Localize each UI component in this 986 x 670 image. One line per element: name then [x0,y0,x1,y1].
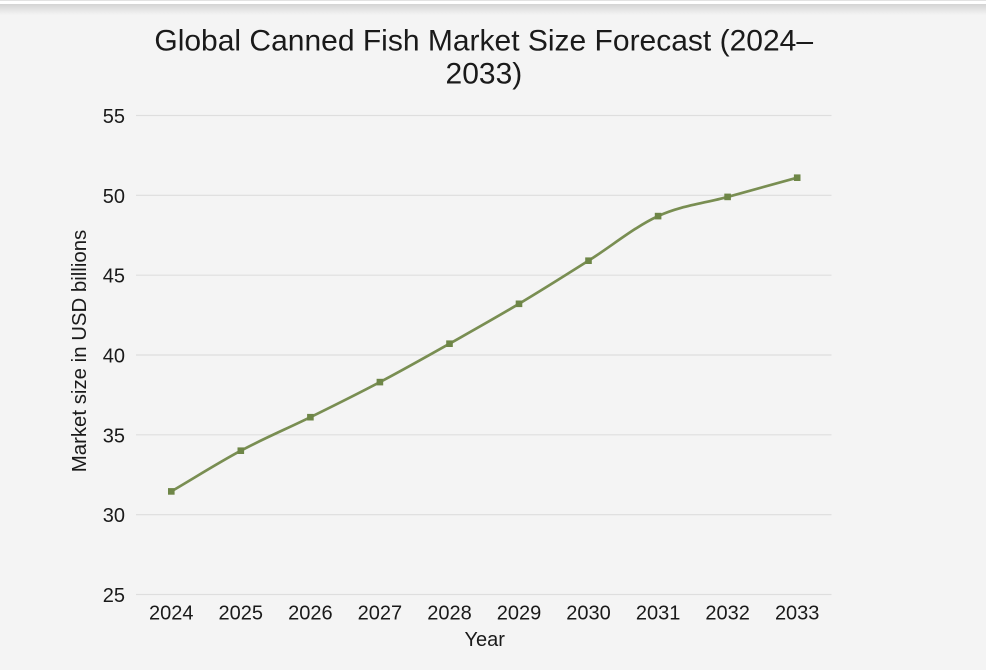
svg-text:Market size in USD billions: Market size in USD billions [69,230,91,473]
svg-text:2029: 2029 [497,603,542,625]
svg-text:2031: 2031 [636,603,681,625]
svg-text:25: 25 [103,585,125,607]
svg-text:2027: 2027 [358,603,403,625]
svg-text:2028: 2028 [427,603,472,625]
svg-text:50: 50 [103,186,125,208]
svg-text:2030: 2030 [566,603,611,625]
svg-text:30: 30 [103,505,125,527]
svg-text:2033: 2033 [775,603,820,625]
svg-text:45: 45 [103,266,125,288]
svg-text:2024: 2024 [149,603,194,625]
svg-text:2026: 2026 [288,603,333,625]
svg-text:35: 35 [103,425,125,447]
svg-text:40: 40 [103,346,125,368]
svg-text:Year: Year [464,629,505,651]
svg-text:2033): 2033) [446,58,523,91]
svg-text:2025: 2025 [219,603,264,625]
svg-text:Global Canned Fish Market Size: Global Canned Fish Market Size Forecast … [154,25,813,58]
svg-text:2032: 2032 [705,603,750,625]
svg-text:55: 55 [103,106,125,128]
